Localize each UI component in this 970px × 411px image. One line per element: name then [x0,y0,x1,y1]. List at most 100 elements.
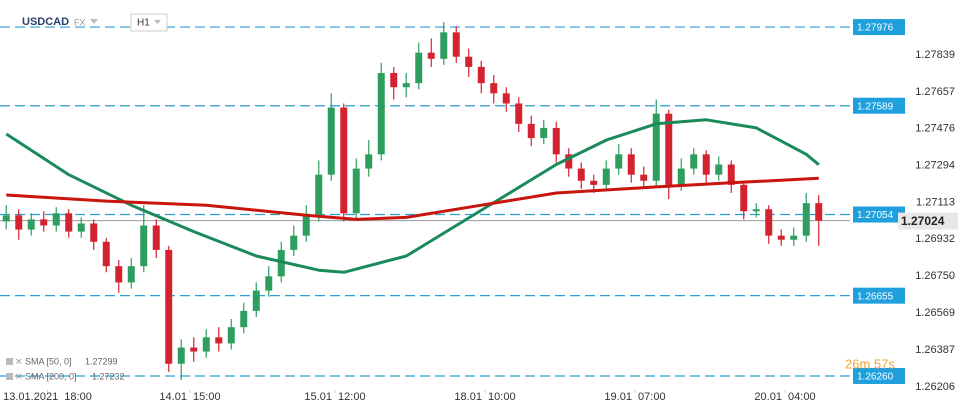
candle-body [215,337,223,344]
candle-body [390,72,398,88]
candle-body [352,168,360,214]
y-tick-label: 1.26932 [915,233,955,245]
candle-body [202,337,210,352]
y-tick-label: 1.27476 [915,123,955,135]
candle-body [690,154,698,169]
symbol[interactable]: USDCAD [22,16,69,28]
candle-body [452,32,460,57]
candle-body [677,168,685,185]
timeframe[interactable]: H1 [137,18,150,29]
y-tick-label: 1.27839 [915,49,955,61]
level-label-box [853,206,905,223]
legend-value: 1.27232 [92,371,125,381]
candle-body [240,310,248,328]
y-tick-label: 1.26750 [915,270,955,282]
legend-icon [6,358,13,365]
candle-body [665,113,673,185]
candle-body [440,32,448,59]
candle-body [302,215,310,236]
candle-body [127,266,135,283]
candle-body [340,107,348,214]
level-label: 1.27976 [857,23,894,34]
y-tick-label: 1.27294 [915,160,955,172]
legend-close[interactable]: ✕ [15,371,23,381]
dropdown-icon[interactable] [154,20,161,24]
candle-body [377,72,385,155]
candle-body [552,127,560,155]
y-tick-label: 1.26569 [915,307,955,319]
candle-body [65,213,73,232]
candle-body [265,276,273,291]
candle-body [565,154,573,169]
level-label-box [853,19,905,36]
candle-body [740,184,748,212]
candle-body [615,154,623,169]
candle-body [765,209,773,236]
countdown: 26m 57s [845,356,895,371]
plot [0,22,850,381]
level-label-box [853,97,905,114]
candle-body [177,347,185,364]
candle-body [790,235,798,240]
x-tick-label: 15.01 12:00 [304,391,365,403]
legend-icon [6,373,13,380]
candle-body [115,266,123,283]
candle-body [702,154,710,175]
candle-body [715,164,723,175]
y-tick-label: 1.27657 [915,86,955,98]
level-label: 1.26260 [857,372,894,383]
candle-body [77,223,85,232]
legend-close[interactable]: ✕ [15,356,23,366]
level-label: 1.27589 [857,101,894,112]
timeframe-box[interactable] [130,13,168,32]
sma-line [5,118,820,274]
candle-body [227,327,235,344]
candle-body [815,203,823,221]
candle-body [315,174,323,216]
level-label-box [853,367,905,384]
x-tick-label: 18.01 10:00 [454,391,515,403]
y-tick-label: 1.26387 [915,344,955,356]
candle-body [427,52,435,59]
candle-body [102,241,110,267]
candle-body [527,123,535,139]
candle-body [165,249,173,364]
candle-body [502,93,510,104]
x-tick-label: 13.01.2021 18:00 [3,391,92,403]
level-label-box [853,287,905,304]
candle-body [540,127,548,139]
current-price-label: 1.27024 [901,214,945,228]
candle-body [590,180,598,185]
level-label: 1.26655 [857,291,894,302]
candle-body [2,215,10,222]
candle-body [640,174,648,181]
y-tick-label: 1.27113 [916,196,955,208]
candle-body [602,168,610,185]
legend-value: 1.27299 [85,356,118,366]
candle-body [465,56,473,67]
candle-body [40,219,48,226]
candle-body [27,219,35,230]
candle-body [90,223,98,242]
candle-body [402,83,410,88]
candle-body [290,235,298,250]
candle-body [727,164,735,185]
candle-body [252,290,260,311]
current-price-box [898,212,958,230]
candle-body [802,203,810,236]
candle-body [515,103,523,124]
candle-body [627,154,635,175]
candle-body [327,107,335,175]
candle-body [415,52,423,84]
y-tick-label: 1.26206 [915,381,955,393]
candle-body [365,154,373,169]
legend-name: SMA [200, 0] [25,371,77,381]
x-tick-label: 19.01 07:00 [604,391,665,403]
candle-body [477,66,485,84]
level-label: 1.27054 [857,210,894,221]
candle-body [752,209,760,212]
sma-line [6,176,819,221]
candle-body [15,215,23,230]
candle-body [152,225,160,250]
dropdown-icon[interactable] [90,19,98,24]
